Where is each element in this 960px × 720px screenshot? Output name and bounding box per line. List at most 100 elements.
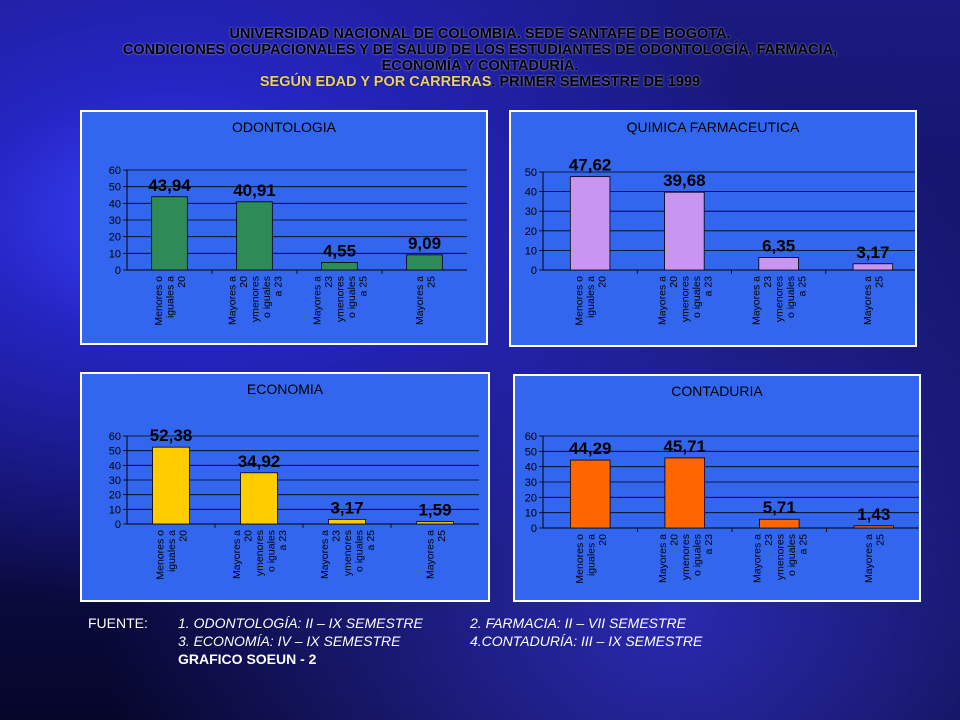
y-tick-label: 0 (115, 519, 121, 531)
category-label: 23 (763, 534, 775, 546)
bar (853, 525, 894, 529)
category-label: o iguales (785, 276, 797, 318)
category-label: 25 (874, 276, 886, 288)
y-tick-label: 50 (109, 446, 121, 458)
category-label: Menores o (155, 530, 167, 580)
bar (664, 191, 705, 271)
data-label: 52,38 (150, 426, 193, 445)
category-label: o iguales (354, 530, 366, 572)
category-label: 23 (331, 530, 343, 542)
category-label: Mayores a (227, 276, 239, 325)
category-label: o iguales (691, 534, 703, 576)
category-label: a 25 (358, 276, 370, 297)
category-label: Menores o (574, 534, 586, 584)
category-label: Mayores a (657, 534, 669, 583)
chart-svg: QUIMICA FARMACEUTICA 0 10 20 30 40 50 47,62 Meno… (511, 112, 915, 345)
data-label: 6,35 (762, 237, 795, 256)
bar (759, 518, 800, 529)
category-label: Mayores a (319, 530, 331, 579)
data-label: 4,55 (323, 241, 356, 260)
bar (758, 257, 799, 271)
category-label: 23 (762, 276, 774, 288)
category-label: o iguales (786, 534, 798, 576)
category-label: Mayores a (751, 534, 763, 583)
header-highlight: SEGÚN EDAD Y POR CARRERAS (259, 74, 492, 90)
category-label: ymenores (254, 530, 266, 576)
data-label: 40,91 (233, 181, 276, 200)
category-label: 25 (875, 534, 887, 546)
y-tick-label: 0 (531, 523, 537, 535)
category-label: 25 (436, 530, 448, 542)
y-tick-label: 30 (109, 215, 121, 227)
category-label: Mayores a (231, 530, 243, 579)
page-header: UNIVERSIDAD NACIONAL DE COLOMBIA. SEDE S… (40, 26, 920, 90)
category-label: ymenores (774, 276, 786, 322)
data-label: 1,43 (857, 505, 890, 524)
category-label: iguales a (585, 276, 597, 318)
category-label: Mayores a (656, 276, 668, 325)
y-tick-label: 40 (109, 198, 121, 210)
chart-panel-economia: ECONOMIA 0 10 20 30 40 50 60 52,38 Menores o igual… (80, 372, 490, 602)
header-line-4: SEGÚN EDAD Y POR CARRERAS. PRIMER SEMEST… (40, 74, 920, 90)
y-tick-label: 20 (525, 226, 537, 238)
data-label: 47,62 (569, 156, 612, 175)
chart-title: QUIMICA FARMACEUTICA (627, 119, 800, 135)
bar (852, 263, 894, 271)
chart-panel-quimica-farmaceutica: QUIMICA FARMACEUTICA 0 10 20 30 40 50 47,62 Meno… (509, 110, 917, 347)
chart-svg: ECONOMIA 0 10 20 30 40 50 60 52,38 Menores o igual… (82, 374, 488, 600)
bar (569, 176, 611, 271)
chart-svg: ODONTOLOGIA 0 10 20 30 40 50 60 43,94 Menores o ig… (82, 112, 486, 343)
bar (664, 457, 705, 529)
category-label: a 23 (702, 276, 714, 297)
chart-title: ECONOMIA (247, 381, 324, 397)
data-label: 39,68 (663, 171, 706, 190)
y-tick-label: 60 (525, 431, 537, 443)
category-label: Mayores a (312, 276, 324, 325)
data-label: 43,94 (148, 176, 191, 195)
data-label: 1,59 (418, 501, 451, 520)
bar (416, 521, 454, 525)
category-label: o iguales (346, 276, 358, 318)
footer-item-1: 1. ODONTOLOGÍA: II – IX SEMESTRE (178, 615, 423, 631)
y-tick-label: 60 (109, 431, 121, 443)
category-label: Menores o (153, 276, 165, 326)
chart-svg: CONTADURIA 0 10 20 30 40 50 60 44,29 Menores o igu… (515, 376, 919, 600)
y-tick-label: 0 (115, 265, 121, 277)
y-tick-label: 0 (531, 265, 537, 277)
y-tick-label: 20 (109, 490, 121, 502)
category-label: ymenores (335, 276, 347, 322)
category-label: a 25 (365, 530, 377, 551)
category-label: a 25 (797, 534, 809, 555)
y-tick-label: 20 (525, 492, 537, 504)
y-tick-label: 60 (109, 165, 121, 177)
data-label: 44,29 (569, 439, 612, 458)
category-label: ymenores (680, 534, 692, 580)
category-label: a 23 (273, 276, 285, 297)
category-label: iguales a (165, 276, 177, 318)
category-label: 23 (323, 276, 335, 288)
data-label: 34,92 (238, 452, 281, 471)
category-label: Mayores a (751, 276, 763, 325)
y-tick-label: 30 (525, 477, 537, 489)
category-label: Menores o (574, 276, 586, 326)
bar (152, 446, 190, 525)
y-tick-label: 50 (525, 167, 537, 179)
category-label: 20 (597, 276, 609, 288)
category-label: ymenores (679, 276, 691, 322)
bar (570, 459, 611, 529)
footer-item-5: GRAFICO SOEUN - 2 (178, 651, 317, 667)
chart-background (82, 112, 486, 343)
footer-item-4: 4.CONTADURÍA: III – IX SEMESTRE (470, 633, 703, 649)
chart-background (82, 374, 488, 600)
category-label: 20 (243, 530, 255, 542)
category-label: o iguales (261, 276, 273, 318)
category-label: 20 (597, 534, 609, 546)
y-tick-label: 30 (525, 206, 537, 218)
data-label: 3,17 (856, 243, 889, 262)
header-line-4-rest: . PRIMER SEMESTRE DE 1999 (491, 74, 701, 90)
bar (236, 201, 273, 271)
header-line-1: UNIVERSIDAD NACIONAL DE COLOMBIA. SEDE S… (229, 26, 731, 42)
data-label: 5,71 (763, 498, 796, 517)
category-label: Mayores a (863, 534, 875, 583)
category-label: 20 (178, 530, 190, 542)
